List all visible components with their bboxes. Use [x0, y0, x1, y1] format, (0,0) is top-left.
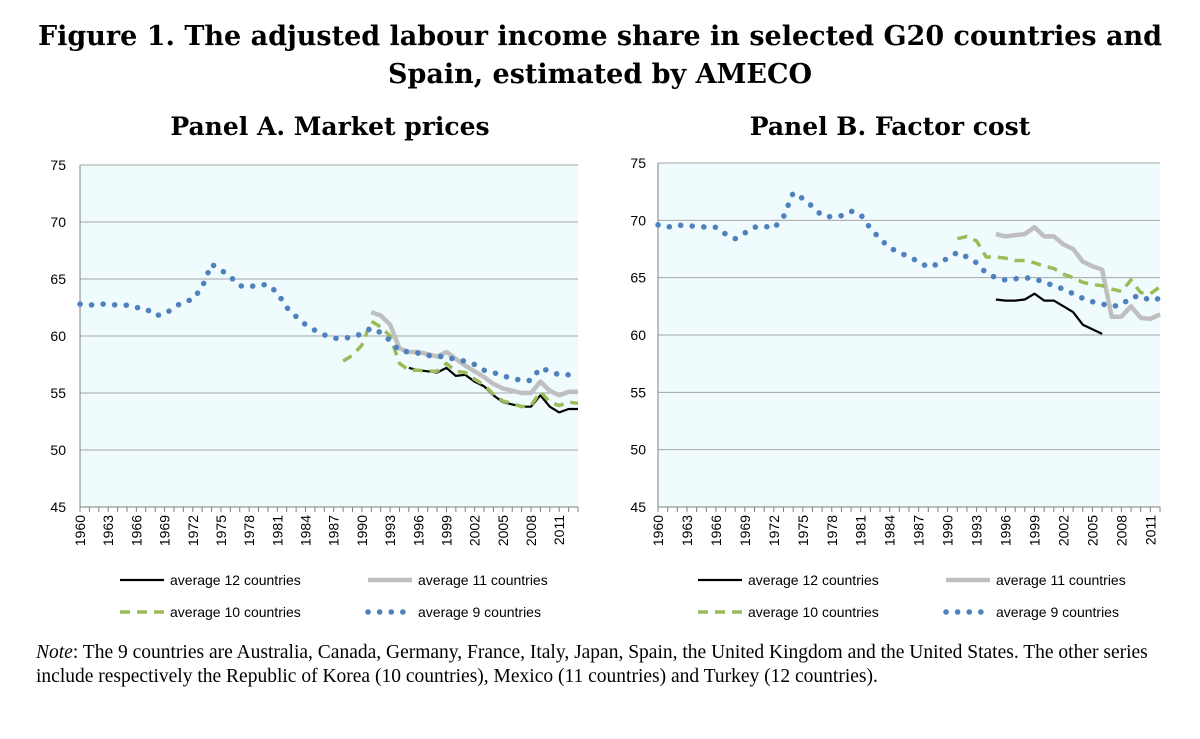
panel-b-legend-label-3: average 10 countries	[748, 604, 879, 620]
panel-b-legend-item-average-9-countries: average 9 countries	[943, 604, 1119, 620]
panel-a-y-tick-label-75: 75	[50, 157, 66, 173]
panel-b-x-tick-label-2002: 2002	[1055, 515, 1071, 546]
panel-a-legend-item-average-12-countries: average 12 countries	[120, 572, 301, 588]
panel-b-x-tick-label-2011: 2011	[1142, 515, 1158, 545]
panel-a-title: Panel A. Market prices	[170, 112, 490, 141]
figure-title: Figure 1. The adjusted labour income sha…	[0, 18, 1200, 94]
panel-b-y-tick-label-45: 45	[630, 499, 646, 515]
panel-a-series-average-10-countries	[342, 319, 579, 409]
panel-a-x-tick-label-1990: 1990	[354, 515, 370, 546]
panel-a-x-tick-label-2008: 2008	[523, 515, 539, 546]
panel-a-y-tick-label-55: 55	[50, 385, 66, 401]
figure-note: Note: The 9 countries are Australia, Can…	[36, 641, 1166, 689]
panel-b-x-tick-label-1990: 1990	[940, 515, 956, 546]
panel-a-y-tick-label-50: 50	[50, 442, 66, 458]
panel-a-x-tick-label-2005: 2005	[495, 515, 511, 546]
panel-a-legend-item-average-11-countries: average 11 countries	[368, 572, 548, 588]
panel-b-chart: 45 50 55 60 65 70 75 1960 1963 1966 1969 1972 1975 19…	[630, 155, 1163, 620]
panel-b-x-tick-label-1978: 1978	[824, 515, 840, 546]
panel-b-x-tick-label-1999: 1999	[1027, 515, 1043, 546]
panel-a-x-tick-label-2002: 2002	[467, 515, 483, 546]
panel-a-x-tick-label-1996: 1996	[410, 515, 426, 546]
panel-b-x-tick-label-2008: 2008	[1113, 515, 1129, 546]
panel-b-y-tick-label-60: 60	[630, 327, 646, 343]
panel-a-x-tick-label-1969: 1969	[157, 515, 173, 546]
panel-b-x-tick-label-1966: 1966	[708, 515, 724, 546]
panel-a-x-tick-label-1960: 1960	[72, 515, 88, 546]
panel-b-legend-item-average-11-countries: average 11 countries	[946, 572, 1126, 588]
panel-a-x-tick-label-1963: 1963	[100, 515, 116, 546]
panel-b-x-tick-label-1981: 1981	[853, 515, 869, 546]
panel-b-x-tick-label-1969: 1969	[737, 515, 753, 546]
panel-b-legend-label-4: average 9 countries	[996, 604, 1119, 620]
panel-b-series-average-10-countries	[956, 234, 1162, 296]
panel-b-legend-item-average-12-countries: average 12 countries	[698, 572, 879, 588]
panel-a-x-tick-label-1999: 1999	[438, 515, 454, 546]
panel-b-legend-item-average-10-countries: average 10 countries	[698, 604, 879, 620]
panel-a-legend-label-1: average 12 countries	[170, 572, 301, 588]
note-text: : The 9 countries are Australia, Canada,…	[36, 642, 1148, 687]
panel-a-y-tick-label-45: 45	[50, 499, 66, 515]
panel-b-y-tick-label-50: 50	[630, 442, 646, 458]
panel-a-x-tick-label-1993: 1993	[382, 515, 398, 546]
panel-b-series-average-12-countries	[995, 292, 1103, 335]
panel-b-y-tick-label-70: 70	[630, 212, 646, 228]
panel-a-x-tick-label-1966: 1966	[128, 515, 144, 546]
figure-title-line-1: Figure 1. The adjusted labour income sha…	[38, 21, 1162, 52]
panel-a-legend: average 12 countries average 11 countries…	[120, 572, 548, 620]
panel-b-x-tick-label-1984: 1984	[882, 515, 898, 546]
panel-b-x-tick-label-1975: 1975	[795, 515, 811, 546]
panel-a-x-tick-label-1975: 1975	[213, 515, 229, 546]
panel-b-x-tick-label-1987: 1987	[911, 515, 927, 546]
panel-a-x-tick-label-1984: 1984	[298, 515, 314, 546]
panel-b-legend: average 12 countries average 11 countries…	[698, 572, 1126, 620]
panel-b-title: Panel B. Factor cost	[749, 112, 1031, 141]
panel-a-y-tick-label-60: 60	[50, 328, 66, 344]
panel-b-y-tick-label-75: 75	[630, 155, 646, 171]
panel-b-x-tick-label-1996: 1996	[998, 515, 1014, 546]
panel-a-y-tick-label-65: 65	[50, 271, 66, 287]
panel-a-legend-label-3: average 10 countries	[170, 604, 301, 620]
panel-b-x-tick-label-1993: 1993	[969, 515, 985, 546]
panel-b-x-tick-label-1960: 1960	[650, 515, 666, 546]
panel-b-x-tick-label-1963: 1963	[679, 515, 695, 546]
panel-a-x-tick-label-2011: 2011	[551, 515, 567, 545]
panel-b-x-tick-label-1972: 1972	[766, 515, 782, 546]
panel-a-legend-label-2: average 11 countries	[418, 572, 548, 588]
panel-a-x-tick-label-1981: 1981	[269, 515, 285, 546]
figure-title-line-2: Spain, estimated by AMECO	[387, 59, 813, 90]
panel-b-gridlines	[658, 162, 1160, 508]
panel-b-y-tick-label-55: 55	[630, 384, 646, 400]
panel-b-legend-label-2: average 11 countries	[996, 572, 1126, 588]
panel-a-y-tick-label-70: 70	[50, 214, 66, 230]
panel-a-legend-item-average-10-countries: average 10 countries	[120, 604, 301, 620]
panel-a-x-tick-label-1987: 1987	[326, 515, 342, 546]
panel-a-legend-item-average-9-countries: average 9 countries	[365, 604, 541, 620]
panel-b-legend-label-1: average 12 countries	[748, 572, 879, 588]
panel-b-x-tick-label-2005: 2005	[1084, 515, 1100, 546]
panel-a-x-tick-label-1978: 1978	[241, 515, 257, 546]
note-label: Note	[36, 642, 73, 663]
panel-b-y-tick-label-65: 65	[630, 270, 646, 286]
panel-a-x-tick-label-1972: 1972	[185, 515, 201, 546]
panel-a-series-average-9-countries	[77, 261, 581, 384]
panel-b-series-average-11-countries	[995, 224, 1161, 322]
panel-a-chart: 45 50 55 60 65 70 75 1960 1963 1966 1969 1972 1975 19…	[50, 157, 581, 620]
panel-a-legend-label-4: average 9 countries	[418, 604, 541, 620]
